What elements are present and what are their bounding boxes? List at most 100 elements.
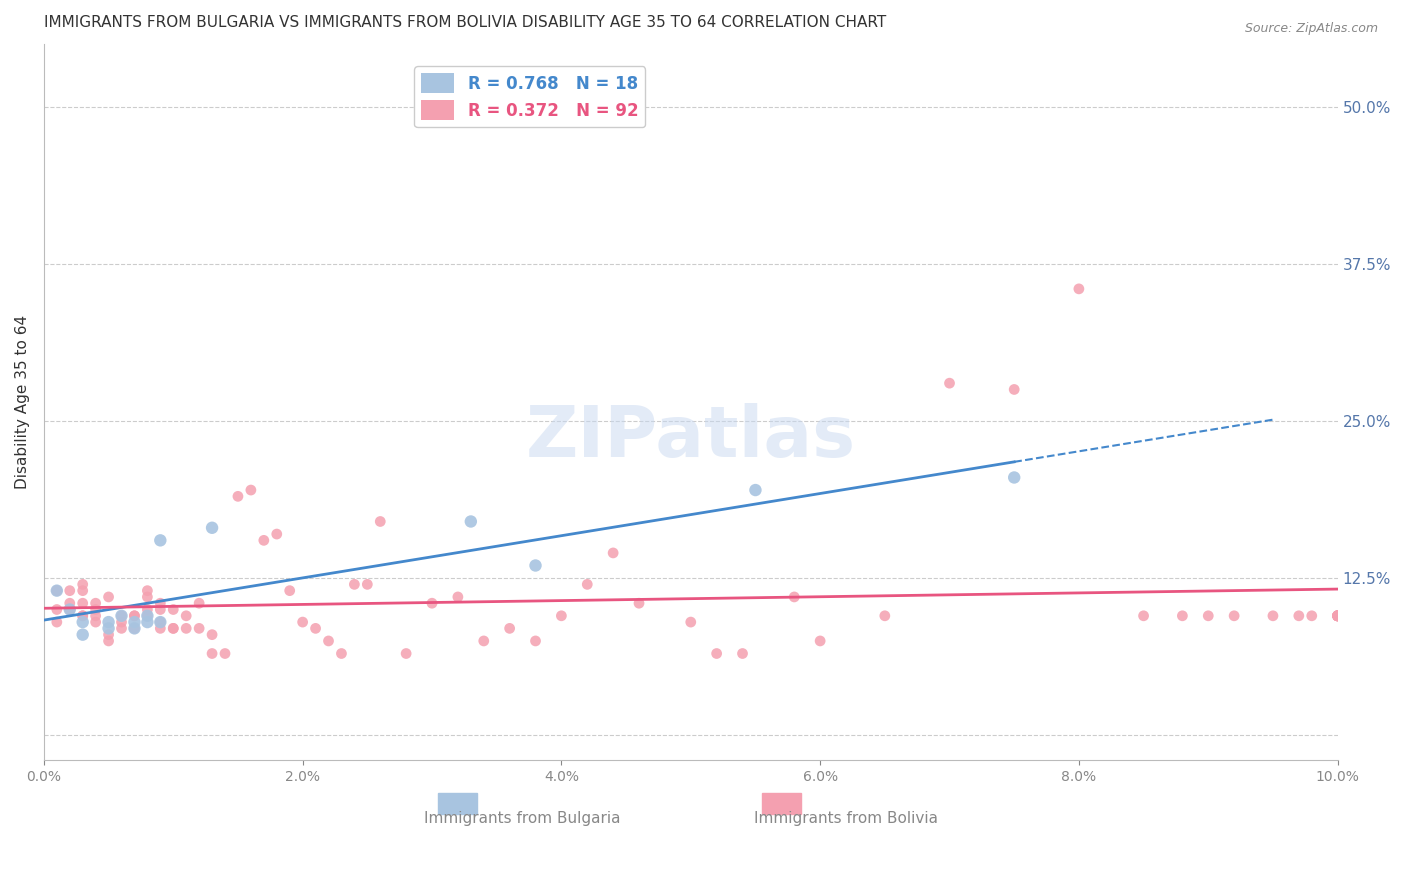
Point <box>1326 608 1348 623</box>
Point <box>124 615 146 629</box>
Point <box>97 621 120 635</box>
Point <box>1171 608 1194 623</box>
Point <box>188 596 211 610</box>
Point <box>1002 383 1025 397</box>
Point <box>59 602 82 616</box>
Point <box>938 376 960 391</box>
Point <box>318 634 340 648</box>
Text: Immigrants from Bolivia: Immigrants from Bolivia <box>754 811 938 826</box>
Point <box>149 621 172 635</box>
Point <box>45 583 67 598</box>
Point <box>395 647 418 661</box>
Point <box>124 608 146 623</box>
Point <box>1132 608 1154 623</box>
Point <box>110 621 132 635</box>
Point <box>201 628 224 642</box>
Point <box>783 590 806 604</box>
Point <box>498 621 520 635</box>
Point <box>679 615 702 629</box>
Point <box>45 583 67 598</box>
Point <box>873 608 896 623</box>
Point <box>72 628 94 642</box>
Point <box>1326 608 1348 623</box>
Point <box>460 515 482 529</box>
Bar <box>439 793 477 814</box>
Point <box>174 621 197 635</box>
Point <box>1002 470 1025 484</box>
Point <box>72 583 94 598</box>
Legend: R = 0.768   N = 18, R = 0.372   N = 92: R = 0.768 N = 18, R = 0.372 N = 92 <box>415 66 645 127</box>
Point <box>45 615 67 629</box>
Text: Immigrants from Bulgaria: Immigrants from Bulgaria <box>425 811 621 826</box>
Point <box>291 615 314 629</box>
Point <box>149 615 172 629</box>
Point <box>45 583 67 598</box>
Point <box>472 634 495 648</box>
Point <box>97 634 120 648</box>
Point <box>72 608 94 623</box>
Point <box>188 621 211 635</box>
Point <box>59 596 82 610</box>
Point <box>356 577 378 591</box>
Point <box>1326 608 1348 623</box>
Point <box>1223 608 1246 623</box>
Point <box>149 533 172 548</box>
Point <box>45 602 67 616</box>
Text: Source: ZipAtlas.com: Source: ZipAtlas.com <box>1244 22 1378 36</box>
Point <box>253 533 276 548</box>
Point <box>124 608 146 623</box>
Point <box>110 608 132 623</box>
Point <box>1326 608 1348 623</box>
Point <box>1288 608 1310 623</box>
Point <box>97 615 120 629</box>
Point <box>278 583 301 598</box>
Point <box>330 647 353 661</box>
Point <box>1326 608 1348 623</box>
Point <box>343 577 366 591</box>
Point <box>136 608 159 623</box>
Point <box>524 634 547 648</box>
Point <box>266 527 288 541</box>
Point <box>136 583 159 598</box>
Point <box>447 590 470 604</box>
Point <box>110 615 132 629</box>
Point <box>731 647 754 661</box>
Point <box>1326 608 1348 623</box>
Point <box>162 602 184 616</box>
Point <box>201 521 224 535</box>
Point <box>304 621 326 635</box>
Point <box>1067 282 1090 296</box>
Point <box>59 583 82 598</box>
Point <box>706 647 728 661</box>
Point <box>84 596 107 610</box>
Text: ZIPatlas: ZIPatlas <box>526 403 856 473</box>
Point <box>1261 608 1284 623</box>
Point <box>1326 608 1348 623</box>
Point <box>744 483 766 497</box>
Point <box>808 634 831 648</box>
Point <box>72 608 94 623</box>
Point <box>214 647 236 661</box>
Point <box>59 602 82 616</box>
Point <box>174 608 197 623</box>
Point <box>1326 608 1348 623</box>
Point <box>226 489 249 503</box>
Point <box>524 558 547 573</box>
Point <box>1197 608 1219 623</box>
Point <box>149 615 172 629</box>
Point <box>84 608 107 623</box>
Point <box>97 628 120 642</box>
Point <box>576 577 599 591</box>
Point <box>1326 608 1348 623</box>
Point <box>72 577 94 591</box>
Point <box>420 596 443 610</box>
Point <box>1301 608 1323 623</box>
Point <box>136 602 159 616</box>
Point <box>136 590 159 604</box>
Point <box>368 515 391 529</box>
Point <box>550 608 572 623</box>
Point <box>84 602 107 616</box>
Point <box>162 621 184 635</box>
Y-axis label: Disability Age 35 to 64: Disability Age 35 to 64 <box>15 315 30 489</box>
Point <box>124 621 146 635</box>
